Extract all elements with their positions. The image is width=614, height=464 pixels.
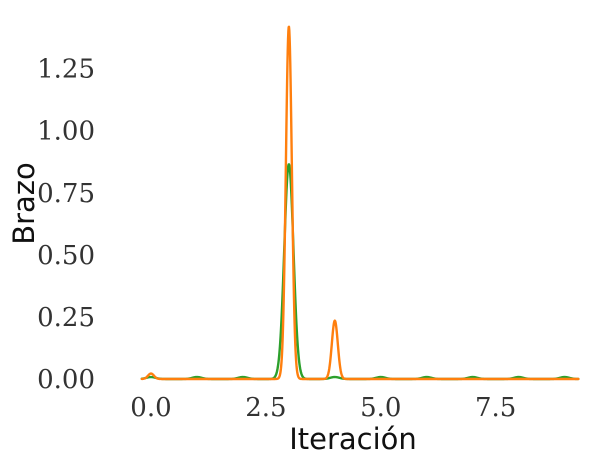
x-tick-label: 0.0 [130, 393, 171, 423]
x-tick-label: 5.0 [360, 393, 401, 423]
y-tick-label: 0.75 [37, 179, 95, 209]
x-tick-label: 2.5 [245, 393, 286, 423]
series-line-1 [140, 163, 580, 381]
y-tick-label: 0.00 [37, 365, 95, 395]
x-axis-label: Iteración [289, 422, 417, 456]
y-tick-label: 0.50 [37, 241, 95, 271]
x-tick-label: 7.5 [475, 393, 516, 423]
y-tick-label: 0.25 [37, 303, 95, 333]
series-lines [140, 25, 580, 381]
y-tick-label: 1.00 [37, 117, 95, 147]
y-axis-label: Brazo [7, 162, 41, 245]
x-axis-ticks: 0.0 2.5 5.0 7.5 [130, 393, 516, 423]
y-axis-ticks: 0.00 0.25 0.50 0.75 1.00 1.25 [37, 55, 95, 395]
series-line-2 [140, 25, 580, 381]
y-tick-label: 1.25 [37, 55, 95, 85]
